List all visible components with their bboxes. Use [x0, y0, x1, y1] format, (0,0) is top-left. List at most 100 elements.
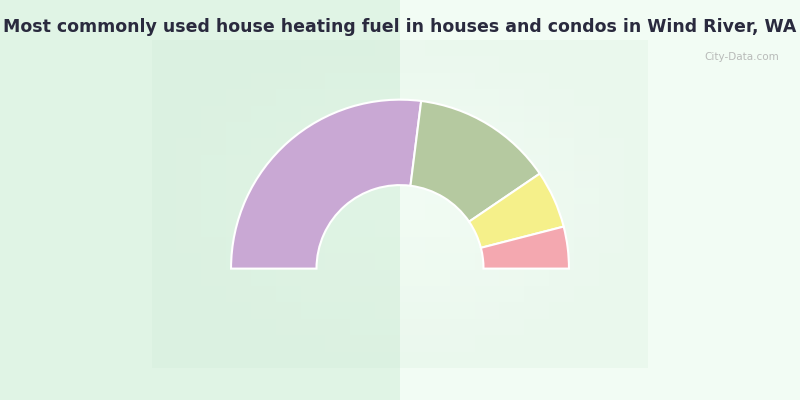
Bar	[524, 352, 549, 368]
Bar	[450, 220, 474, 237]
Bar	[276, 220, 301, 237]
Bar	[226, 220, 251, 237]
Bar	[226, 73, 251, 89]
Bar	[474, 302, 499, 319]
Bar	[598, 138, 624, 155]
Bar	[276, 188, 301, 204]
Bar	[524, 220, 549, 237]
Bar	[176, 89, 202, 106]
Bar	[549, 220, 574, 237]
Bar	[624, 237, 649, 253]
Bar	[524, 89, 549, 106]
Bar	[326, 220, 350, 237]
Bar	[251, 204, 276, 220]
Bar	[524, 319, 549, 335]
Bar	[549, 155, 574, 171]
Bar	[425, 253, 450, 270]
Bar	[624, 171, 649, 188]
Bar	[301, 237, 326, 253]
Bar	[226, 89, 251, 106]
Bar	[450, 106, 474, 122]
Bar	[276, 89, 301, 106]
Bar	[375, 220, 400, 237]
Bar	[276, 335, 301, 352]
Bar	[151, 89, 176, 106]
Bar	[301, 352, 326, 368]
Bar	[624, 40, 649, 56]
Bar	[400, 220, 425, 237]
Bar	[400, 302, 425, 319]
Bar	[499, 122, 524, 138]
Bar	[276, 352, 301, 368]
Bar	[276, 122, 301, 138]
Bar	[176, 106, 202, 122]
Bar	[450, 270, 474, 286]
Bar	[176, 155, 202, 171]
Bar	[574, 302, 598, 319]
Bar	[598, 188, 624, 204]
Bar	[574, 138, 598, 155]
Bar	[400, 40, 425, 56]
Bar	[549, 138, 574, 155]
Bar	[151, 270, 176, 286]
Bar	[202, 138, 226, 155]
Bar	[202, 335, 226, 352]
Bar	[450, 237, 474, 253]
Bar	[350, 237, 375, 253]
Bar	[450, 155, 474, 171]
Bar	[350, 220, 375, 237]
Bar	[326, 319, 350, 335]
Text: City-Data.com: City-Data.com	[704, 52, 778, 62]
Bar	[499, 56, 524, 73]
Bar	[450, 335, 474, 352]
Bar	[226, 319, 251, 335]
Bar	[326, 237, 350, 253]
Bar	[574, 155, 598, 171]
Bar	[524, 56, 549, 73]
Bar	[151, 40, 176, 56]
Bar	[375, 302, 400, 319]
Bar	[450, 89, 474, 106]
Bar	[499, 40, 524, 56]
Bar	[499, 237, 524, 253]
Bar	[425, 237, 450, 253]
Bar	[499, 286, 524, 302]
Bar	[474, 253, 499, 270]
Bar	[176, 188, 202, 204]
Bar	[400, 237, 425, 253]
Bar	[474, 204, 499, 220]
Bar	[226, 352, 251, 368]
Bar	[499, 155, 524, 171]
Bar	[151, 155, 176, 171]
Bar	[400, 171, 425, 188]
Bar	[326, 188, 350, 204]
Bar	[400, 56, 425, 73]
Bar	[425, 40, 450, 56]
Bar	[202, 73, 226, 89]
Bar	[226, 138, 251, 155]
Bar	[400, 155, 425, 171]
Bar	[574, 220, 598, 237]
Bar	[598, 237, 624, 253]
Bar	[251, 319, 276, 335]
Bar	[598, 302, 624, 319]
Bar	[450, 138, 474, 155]
Bar	[202, 286, 226, 302]
Bar	[474, 171, 499, 188]
Wedge shape	[469, 174, 564, 248]
Bar	[350, 122, 375, 138]
Bar	[176, 270, 202, 286]
Bar	[301, 40, 326, 56]
Bar	[350, 155, 375, 171]
Bar	[450, 204, 474, 220]
Bar	[226, 286, 251, 302]
Bar	[350, 56, 375, 73]
Bar	[549, 188, 574, 204]
Bar	[276, 73, 301, 89]
Bar	[425, 302, 450, 319]
Bar	[598, 122, 624, 138]
Bar	[151, 171, 176, 188]
Bar	[350, 89, 375, 106]
Bar	[301, 335, 326, 352]
Bar	[226, 171, 251, 188]
